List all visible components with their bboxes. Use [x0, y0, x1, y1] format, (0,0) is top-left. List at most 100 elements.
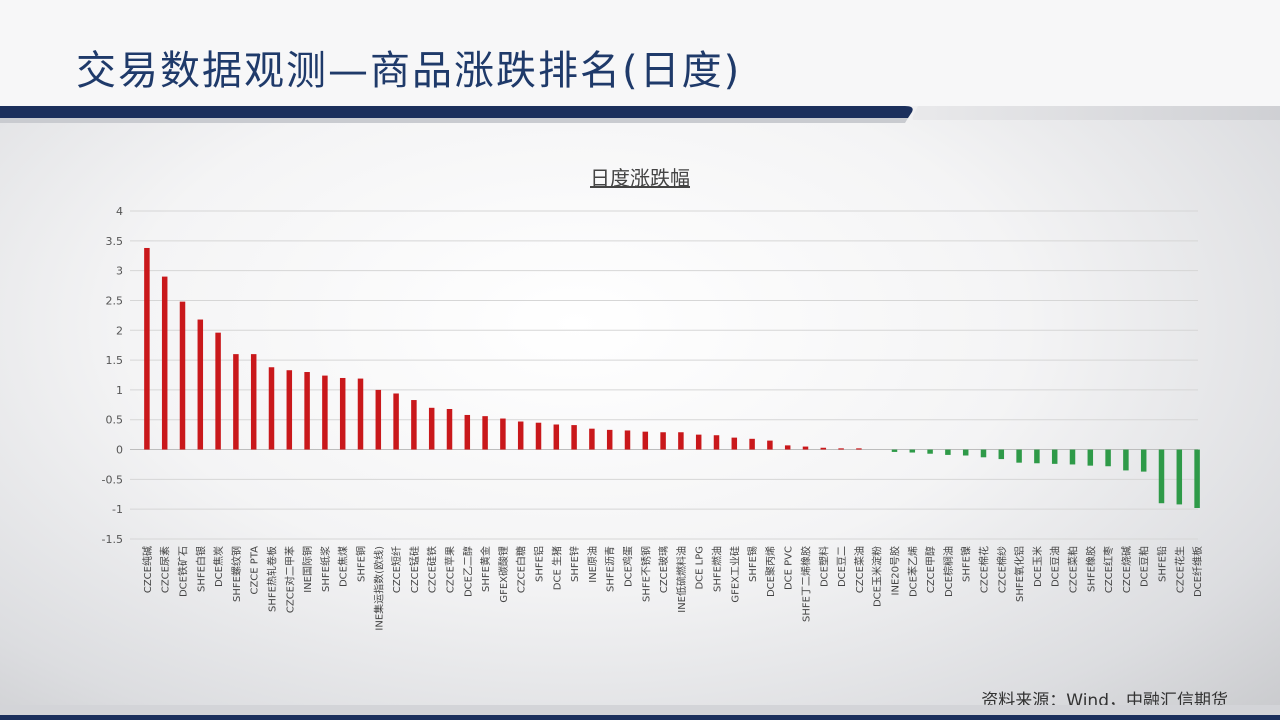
x-category-label: CZCE锰硅 [408, 546, 421, 593]
x-category-label: CZCE硅铁 [426, 546, 439, 593]
y-tick-label: 2 [116, 324, 123, 337]
x-category-label: SHFE螺纹钢 [230, 546, 243, 602]
y-tick-label: 0.5 [106, 414, 124, 427]
x-category-label: DCE玉米 [1031, 546, 1044, 587]
x-category-label: SHFE黄金 [479, 546, 492, 592]
x-category-label: DCE PVC [784, 546, 795, 590]
bar [945, 449, 951, 455]
bar [517, 421, 524, 450]
bar [446, 408, 453, 450]
x-category-label: INE集运指数(欧线) [372, 546, 385, 631]
x-category-label: DCE 生猪 [550, 546, 563, 590]
x-category-label: DCE豆油 [1049, 546, 1062, 587]
x-category-label: CZCE甲醇 [924, 546, 937, 593]
bar [909, 449, 916, 453]
bar [233, 354, 239, 450]
y-tick-label: 1.5 [106, 354, 124, 367]
bar [250, 354, 257, 450]
bar [802, 446, 809, 450]
bar [500, 418, 506, 450]
x-category-label: SHFE氧化铝 [1013, 546, 1026, 602]
bar [767, 440, 773, 450]
x-category-label: CZCE棉纱 [995, 546, 1008, 593]
x-category-label: INE低硫燃料油 [675, 546, 688, 613]
bar [179, 301, 186, 450]
footer-band-navy [0, 715, 1280, 720]
x-axis-labels: CZCE纯碱 CZCE尿素 DCE铁矿石 SHFE白银 DCE焦炭 SHFE螺纹钢 CZCE… [141, 546, 1204, 631]
x-category-label: DCE铁矿石 [177, 546, 190, 597]
x-category-label: SHFE镍 [960, 546, 973, 582]
x-category-label: GFEX碳酸锂 [497, 546, 510, 603]
x-category-label: CZCE花生 [1173, 546, 1186, 593]
bar [535, 422, 542, 450]
bar [286, 370, 293, 450]
bar [891, 449, 898, 452]
bar [1194, 449, 1200, 508]
x-category-label: INE原油 [586, 546, 599, 583]
x-category-label: INE国际铜 [302, 546, 314, 593]
bar [749, 438, 755, 450]
title-underline-shadow [0, 118, 908, 123]
x-category-label: CZCE对二甲苯 [283, 546, 296, 613]
y-tick-label: -1.5 [102, 533, 123, 546]
x-category-label: CZCE烧碱 [1120, 546, 1133, 593]
bar [339, 377, 346, 450]
bar [820, 447, 827, 450]
bar [606, 429, 613, 450]
x-category-label: CZCE菜油 [853, 546, 866, 593]
bar [1176, 449, 1183, 505]
x-category-label: GFEX工业硅 [728, 546, 741, 603]
bars [144, 247, 1200, 508]
bar [553, 424, 560, 450]
bar [1069, 449, 1076, 465]
bar [197, 319, 204, 450]
x-category-label: SHFE橡胶 [1084, 546, 1097, 592]
bar [1087, 449, 1094, 466]
y-tick-label: 3.5 [106, 235, 124, 248]
x-category-label: SHFE不锈钢 [639, 546, 652, 602]
bar [1140, 449, 1147, 472]
x-category-label: SHFE热轧卷板 [266, 546, 279, 612]
bar [642, 431, 649, 450]
x-category-label: DCE棕榈油 [942, 546, 955, 597]
x-category-label: CZCE PTA [250, 546, 261, 595]
bar [1034, 449, 1040, 464]
x-category-label: DCE豆粕 [1138, 546, 1151, 587]
y-tick-label: 0 [116, 444, 123, 457]
bar [624, 430, 631, 450]
x-category-label: SHFE锡 [746, 546, 759, 582]
bar [1016, 449, 1022, 463]
x-category-label: CZCE菜粕 [1067, 546, 1080, 593]
x-category-label: CZCE棉花 [978, 546, 991, 593]
x-category-label: DCE焦煤 [337, 546, 350, 587]
x-category-label: CZCE短纤 [390, 546, 403, 593]
bar [144, 247, 150, 450]
y-tick-label: -0.5 [102, 473, 123, 486]
x-category-label: DCE苯乙烯 [906, 546, 919, 597]
footer-band [0, 705, 1280, 720]
bar [856, 448, 862, 450]
bar [215, 332, 221, 450]
x-category-label: DCE LPG [695, 546, 706, 590]
bar [304, 372, 310, 450]
x-category-label: DCE鸡蛋 [622, 546, 635, 587]
bar [980, 449, 987, 458]
bar [428, 407, 435, 450]
bar [375, 389, 382, 450]
x-category-label: SHFE铅 [1156, 546, 1169, 582]
bar [962, 449, 969, 456]
bar [927, 449, 933, 454]
bar [838, 448, 844, 450]
slide-title: 交易数据观测—商品涨跌排名(日度) [76, 48, 742, 94]
bar [322, 375, 328, 450]
x-category-label: SHFE白银 [194, 546, 207, 592]
x-category-label: DCE焦炭 [212, 546, 225, 587]
x-category-label: SHFE丁二烯橡胶 [800, 546, 813, 622]
bar [1105, 449, 1111, 467]
x-category-label: CZCE白糖 [515, 546, 528, 593]
x-category-label: CZCE红枣 [1102, 546, 1115, 593]
bar [713, 435, 720, 450]
x-category-label: INE20号胶 [889, 546, 902, 595]
x-category-label: CZCE苹果 [444, 546, 457, 593]
